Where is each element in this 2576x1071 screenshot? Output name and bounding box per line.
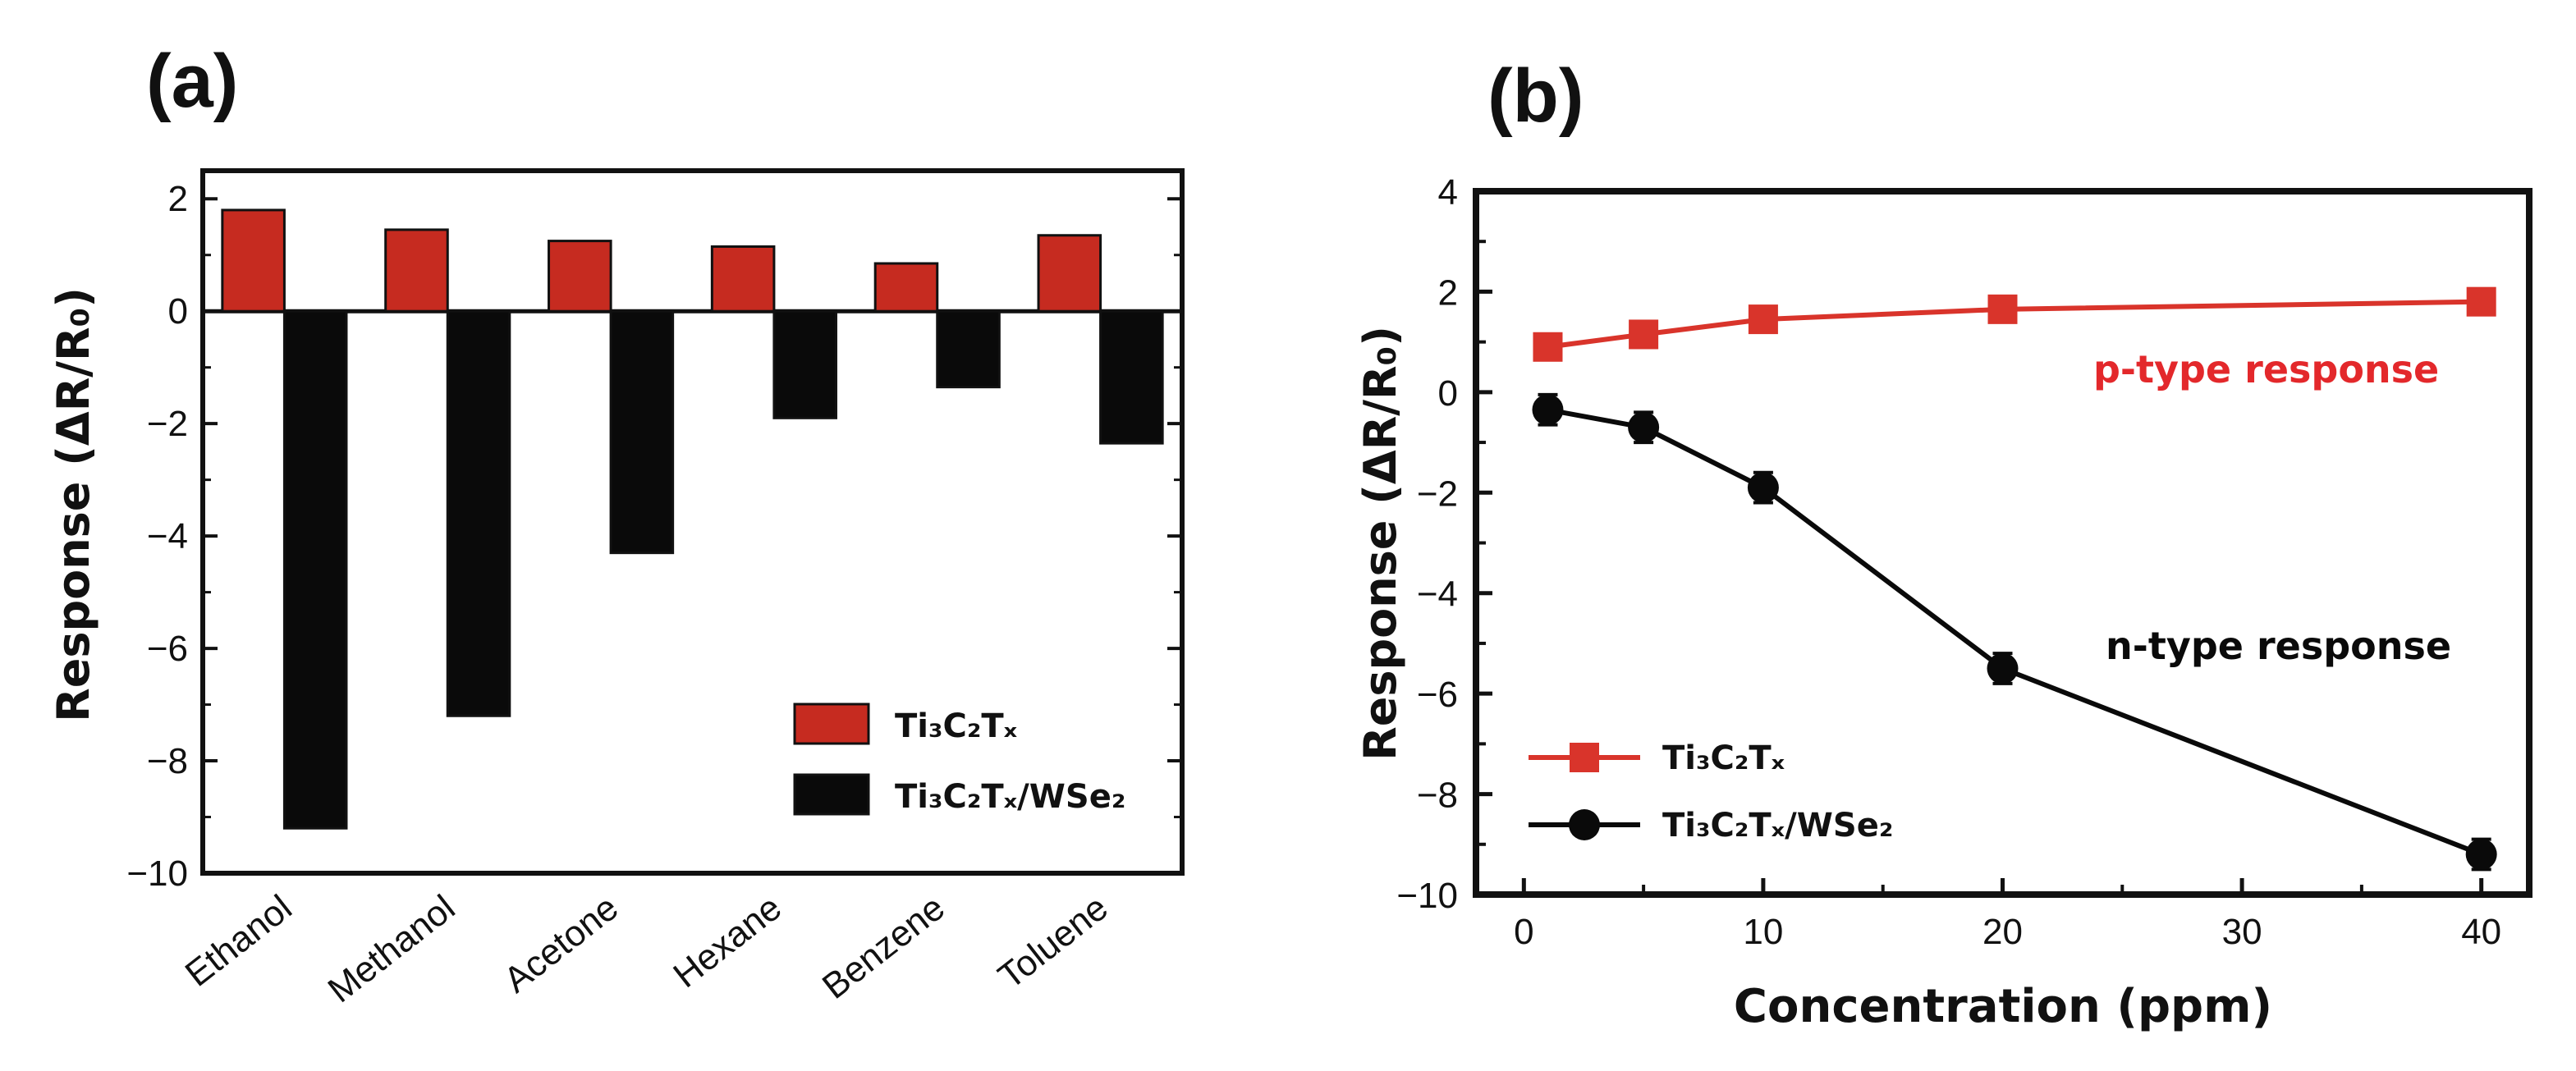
x-tick-label-methanol: Methanol [321,887,463,1010]
data-point-composite [2465,839,2497,871]
bar-composite-methanol [446,309,511,717]
x-tick-label-acetone: Acetone [497,887,626,1000]
y-tick-label-a: 2 [168,179,188,219]
chart-a-bars [221,208,1164,830]
legend-b-marker-square [1570,743,1599,772]
legend-b-label-composite: Ti₃C₂Tₓ/WSe₂ [1662,807,1893,844]
y-tick-label-a: −10 [126,854,188,894]
chart-a: 2 0 −2 −4 −6 −8 −10 Ethanol Methanol Acetone Hexa… [48,168,1185,1010]
data-point-pristine [1987,294,2018,324]
y-tick-label-a: 0 [168,291,188,332]
x-tick-label-b: 10 [1743,912,1783,952]
legend-a-label-pristine: Ti₃C₂Tₓ [895,707,1018,745]
x-tick-label-hexane: Hexane [666,887,789,995]
bar-pristine-benzene [873,262,939,313]
annotation-p-type: p-type response [2093,347,2439,391]
bar-composite-acetone [609,309,675,555]
y-tick-label-b: −6 [1417,675,1458,715]
chart-b-y-axis-title: Response (ΔR/R₀) [1354,326,1406,761]
y-tick-label-b: 2 [1438,272,1458,313]
panel-a-label: (a) [146,39,238,123]
y-tick-label-a: −2 [147,404,188,444]
panel-b-label: (b) [1487,54,1584,138]
data-point-pristine [2466,286,2496,317]
chart-b-lines [1532,286,2497,872]
chart-a-y-ticks: 2 0 −2 −4 −6 −8 −10 [126,179,1182,894]
data-point-composite [1747,472,1779,504]
x-tick-label-b: 30 [2222,912,2262,952]
bar-pristine-methanol [384,228,449,313]
chart-b-x-ticks: 0 10 20 30 40 [1514,878,2501,952]
y-tick-label-b: −2 [1417,474,1458,514]
chart-a-frame [200,168,1185,876]
data-point-pristine [1533,332,1563,362]
chart-a-legend: Ti₃C₂Tₓ Ti₃C₂Tₓ/WSe₂ [793,703,1125,816]
bar-pristine-hexane [710,245,776,313]
data-point-composite [1987,652,2019,684]
bar-composite-toluene [1099,309,1164,445]
chart-a-y-axis-title: Response (ΔR/R₀) [48,287,99,722]
data-point-composite [1532,394,1564,426]
x-tick-label-ethanol: Ethanol [178,887,300,994]
bar-composite-hexane [772,309,837,419]
x-tick-label-b: 40 [2461,912,2501,952]
legend-b-marker-circle [1569,809,1600,840]
legend-b-label-pristine: Ti₃C₂Tₓ [1662,739,1785,777]
legend-a-swatch-composite [793,773,870,816]
x-tick-label-b: 0 [1514,912,1533,952]
legend-a-swatch-pristine [793,703,870,745]
chart-b: 420−2−4−6−8−10 0 10 20 30 40 Response (ΔR/R₀… [1354,172,2532,1033]
chart-a-x-labels: Ethanol Methanol Acetone Hexane Benzene Tolue… [178,887,1116,1010]
data-point-composite [1628,411,1660,443]
y-tick-label-a: −4 [147,516,188,556]
y-tick-label-a: −6 [147,629,188,669]
y-tick-label-b: 4 [1438,172,1458,213]
y-tick-label-b: −4 [1417,574,1458,615]
data-point-pristine [1629,319,1659,350]
bar-pristine-toluene [1037,234,1102,313]
data-point-pristine [1748,304,1778,335]
bar-composite-benzene [936,309,1001,389]
x-tick-label-toluene: Toluene [991,887,1116,997]
x-tick-label-benzene: Benzene [815,887,952,1007]
y-tick-label-b: −10 [1396,876,1458,916]
annotation-n-type: n-type response [2106,624,2451,668]
chart-b-x-axis-title: Concentration (ppm) [1734,980,2272,1033]
bar-composite-ethanol [282,309,348,830]
bar-pristine-acetone [548,240,612,313]
bar-pristine-ethanol [221,208,286,313]
x-tick-label-b: 20 [1982,912,2023,952]
y-tick-label-b: −8 [1417,776,1458,816]
y-tick-label-a: −8 [147,741,188,781]
chart-b-legend: Ti₃C₂Tₓ Ti₃C₂Tₓ/WSe₂ [1529,739,1893,844]
legend-a-label-composite: Ti₃C₂Tₓ/WSe₂ [895,778,1125,816]
y-tick-label-b: 0 [1438,373,1458,414]
chart-b-y-ticks: 4 2 0 −2 −4 −6 −8 −10 [1396,172,1492,916]
